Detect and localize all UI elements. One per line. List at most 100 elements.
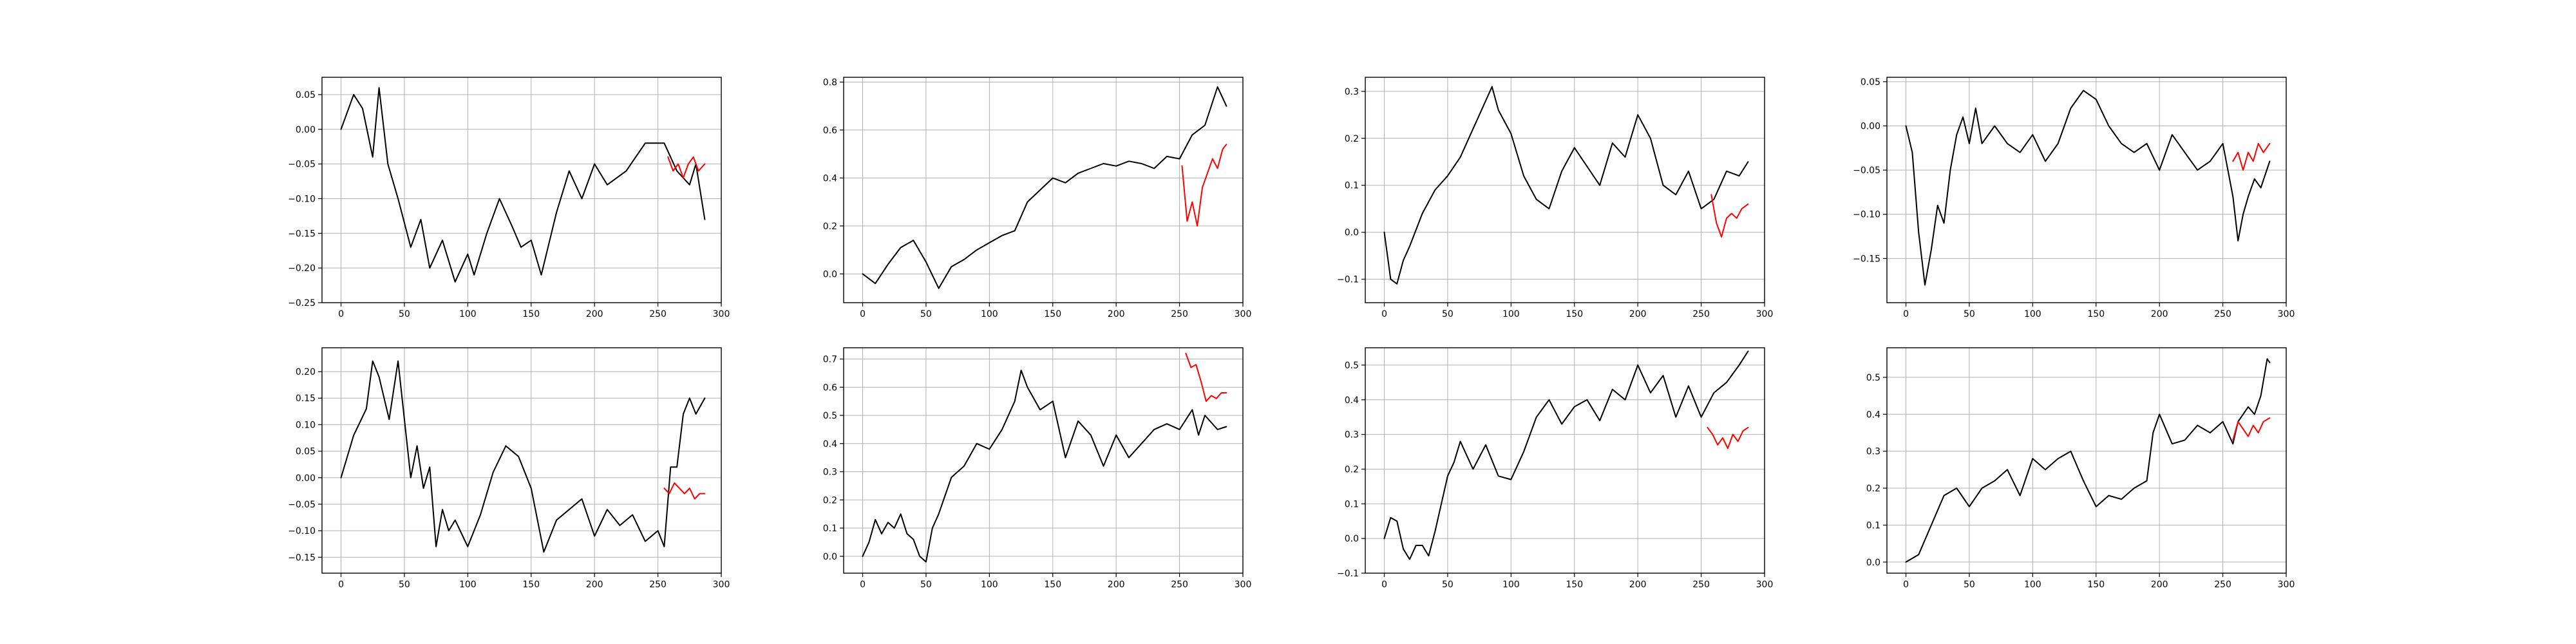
- series-line-2: [1181, 144, 1227, 227]
- x-tick-label: 100: [459, 580, 477, 590]
- y-tick-label: 0.6: [823, 126, 837, 136]
- x-tick-label: 100: [981, 309, 998, 319]
- x-tick-label: 0: [338, 309, 344, 319]
- series-line-2: [667, 156, 706, 179]
- x-tick-label: 0: [860, 309, 866, 319]
- series-line-1: [340, 87, 706, 283]
- x-tick-label: 300: [1756, 580, 1774, 590]
- x-tick-label: 250: [1171, 580, 1188, 590]
- x-tick-label: 150: [522, 309, 540, 319]
- x-tick-label: 50: [1442, 309, 1454, 319]
- y-tick-label: 0.2: [1866, 484, 1880, 494]
- x-tick-label: 300: [713, 309, 730, 319]
- y-tick-label: 0.1: [823, 524, 837, 534]
- x-tick-label: 150: [2087, 309, 2105, 319]
- y-tick-label: 0.0: [823, 552, 837, 562]
- y-tick-label: 0.3: [1866, 447, 1880, 457]
- y-tick-label: 0.0: [1345, 534, 1359, 544]
- y-tick-label: 0.4: [823, 439, 837, 450]
- y-tick-label: 0.00: [1861, 121, 1880, 131]
- x-tick-label: 0: [338, 580, 344, 590]
- x-tick-label: 200: [2151, 309, 2168, 319]
- y-tick-label: −0.25: [288, 298, 316, 308]
- x-tick-label: 250: [649, 309, 667, 319]
- x-tick-label: 300: [2278, 309, 2295, 319]
- series-line-2: [1710, 194, 1749, 238]
- y-tick-label: 0.00: [296, 125, 316, 135]
- series-line-1: [1383, 86, 1749, 285]
- x-tick-label: 150: [1044, 309, 1061, 319]
- series-line-1: [1905, 90, 2271, 286]
- series-line-1: [862, 86, 1227, 289]
- y-tick-label: 0.2: [1345, 134, 1359, 144]
- y-tick-label: 0.0: [1345, 228, 1359, 238]
- y-tick-label: 0.05: [296, 90, 316, 100]
- subplot-3: 0 50 100 150 200 250 300 −0.1 0.0 0.1 0.2 0.3: [1337, 77, 1773, 319]
- y-tick-label: 0.15: [296, 393, 316, 404]
- y-tick-label: 0.8: [823, 77, 837, 88]
- y-tick-label: 0.20: [296, 367, 316, 377]
- y-tick-label: 0.0: [823, 269, 837, 279]
- x-tick-label: 200: [1629, 580, 1647, 590]
- x-tick-label: 50: [1964, 309, 1975, 319]
- subplot-4: 0 50 100 150 200 250 300 −0.15 −0.10 −0.05 0.00 0.0…: [1853, 77, 2295, 319]
- series-line-1: [1383, 350, 1749, 560]
- series-line-2: [1185, 352, 1227, 402]
- y-tick-label: −0.05: [288, 160, 316, 170]
- y-tick-label: −0.15: [288, 553, 316, 563]
- x-tick-label: 100: [1502, 580, 1520, 590]
- axes-frame: [321, 77, 722, 303]
- y-tick-label: −0.15: [288, 229, 316, 239]
- x-tick-label: 50: [399, 580, 410, 590]
- y-tick-label: 0.4: [823, 173, 837, 184]
- series-line-2: [2232, 142, 2271, 171]
- x-tick-label: 0: [1381, 580, 1387, 590]
- x-tick-label: 300: [1235, 309, 1252, 319]
- x-tick-label: 300: [2278, 580, 2295, 590]
- subplot-8: 0 50 100 150 200 250 300 0.0 0.1 0.2 0.3 0.4 0.5: [1866, 347, 2295, 590]
- series-line-1: [862, 370, 1227, 563]
- axes-frame: [1365, 77, 1765, 303]
- x-tick-label: 100: [2024, 309, 2041, 319]
- y-tick-label: −0.10: [288, 526, 316, 536]
- x-tick-label: 150: [522, 580, 540, 590]
- y-tick-label: 0.3: [1345, 87, 1359, 97]
- y-tick-label: −0.05: [1853, 166, 1880, 176]
- x-tick-label: 200: [586, 580, 603, 590]
- y-tick-label: −0.05: [288, 500, 316, 510]
- y-tick-label: 0.2: [823, 222, 837, 232]
- y-tick-label: 0.3: [823, 468, 837, 478]
- x-tick-label: 0: [1903, 309, 1909, 319]
- series-line-1: [340, 360, 706, 553]
- y-tick-label: 0.00: [296, 473, 316, 484]
- x-tick-label: 50: [1964, 580, 1975, 590]
- x-tick-label: 100: [981, 580, 998, 590]
- x-tick-label: 250: [1692, 309, 1710, 319]
- y-tick-label: 0.4: [1866, 410, 1880, 420]
- y-tick-label: −0.10: [1853, 210, 1880, 220]
- axes-frame: [321, 347, 722, 574]
- x-tick-label: 150: [1566, 309, 1583, 319]
- axes-frame: [843, 77, 1244, 303]
- x-tick-label: 250: [1692, 580, 1710, 590]
- series-line-2: [2232, 417, 2271, 441]
- subplot-5: 0 50 100 150 200 250 300 −0.15 −0.10 −0.05 0.00 0.0…: [288, 347, 730, 590]
- x-tick-label: 250: [2214, 309, 2231, 319]
- axes-frame: [843, 347, 1244, 574]
- y-tick-label: 0.10: [296, 420, 316, 430]
- series-line-2: [663, 482, 706, 500]
- y-tick-label: 0.4: [1345, 395, 1359, 406]
- y-tick-label: −0.15: [1853, 254, 1880, 264]
- y-tick-label: −0.10: [288, 194, 316, 204]
- x-tick-label: 100: [2024, 580, 2041, 590]
- x-tick-label: 50: [399, 309, 410, 319]
- x-tick-label: 200: [586, 309, 603, 319]
- axes-frame: [1886, 77, 2287, 303]
- axes-frame: [1886, 347, 2287, 574]
- y-tick-label: 0.1: [1866, 520, 1880, 531]
- y-tick-label: 0.2: [1345, 464, 1359, 475]
- x-tick-label: 150: [1566, 580, 1583, 590]
- x-tick-label: 200: [1108, 580, 1125, 590]
